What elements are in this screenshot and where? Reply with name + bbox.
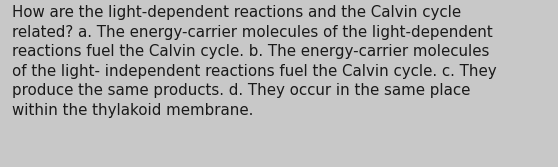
Text: How are the light-dependent reactions and the Calvin cycle
related? a. The energ: How are the light-dependent reactions an… [12, 5, 497, 118]
